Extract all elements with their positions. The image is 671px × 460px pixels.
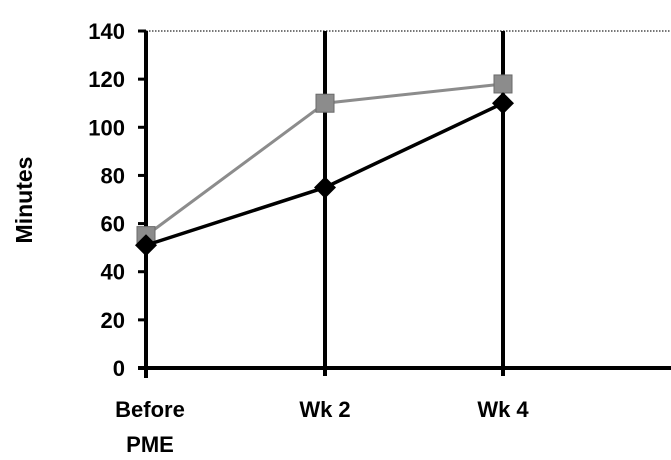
series <box>135 74 514 257</box>
x-tick-label: Before PME <box>115 397 185 457</box>
series-2 <box>135 92 514 257</box>
axes <box>138 29 671 378</box>
y-tick-labels: 0 20 40 60 80 100 120 140 <box>88 19 125 381</box>
y-tick-label: 120 <box>88 67 125 92</box>
y-tick-label: 100 <box>88 115 125 140</box>
diamond-marker <box>314 176 336 199</box>
diamond-marker <box>492 92 514 115</box>
y-axis-title: Minutes <box>11 157 37 244</box>
y-tick-label: 20 <box>101 308 125 333</box>
y-tick-label: 80 <box>101 163 125 188</box>
y-tick-label: 0 <box>113 356 125 381</box>
square-marker <box>493 74 513 94</box>
x-tick-label: Wk 4 <box>477 397 529 422</box>
x-tick-label: Wk 2 <box>299 397 350 422</box>
y-tick-label: 40 <box>101 260 125 285</box>
y-tick-label: 140 <box>88 19 125 44</box>
x-tick-labels: Before PME Wk 2 Wk 4 <box>115 397 529 457</box>
grid <box>146 30 671 376</box>
square-marker <box>315 93 335 113</box>
diamond-marker <box>135 234 157 257</box>
y-tick-label: 60 <box>101 212 125 237</box>
